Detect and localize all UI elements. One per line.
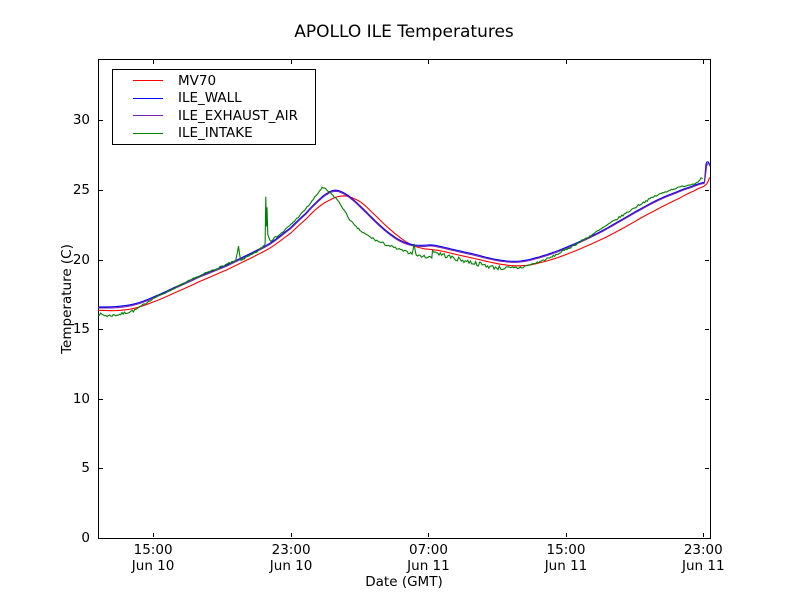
x-tick-time: 23:00 [271,542,311,558]
series-line-ile_intake [97,177,704,318]
legend-label: ILE_INTAKE [178,125,253,142]
x-tick-date: Jun 10 [269,558,313,574]
legend-item-ile_intake: ILE_INTAKE [113,125,315,141]
axes-frame [98,59,711,539]
x-tick-date: Jun 11 [407,558,450,574]
legend-swatch-ile_exhaust_air [133,115,163,117]
y-tick-label-5: 5 [81,460,90,477]
x-tick-date: Jun 11 [681,558,725,574]
legend-label: ILE_WALL [178,90,242,107]
y-tick-label-0: 0 [81,530,90,546]
y-tick-label-30: 30 [72,112,90,129]
legend-swatch-ile_intake [133,132,163,134]
series-line-ile_wall [98,161,711,308]
x-tick-label-1: 23:00 Jun 10 [251,542,331,574]
y-tick-label-10: 10 [72,390,90,407]
x-tick-time: 15:00 [546,542,586,558]
legend-item-ile_wall: ILE_WALL [113,90,315,106]
x-tick-label-0: 15:00 Jun 10 [113,542,193,574]
x-tick-label-2: 07:00 Jun 11 [388,542,468,574]
legend-label: ILE_EXHAUST_AIR [178,107,298,124]
x-tick-time: 07:00 [409,542,448,558]
x-tick-date: Jun 11 [544,558,588,574]
y-axis-label: Temperature (C) [59,244,75,354]
legend: MV70 ILE_WALL ILE_EXHAUST_AIR ILE_INTAKE [112,69,316,145]
x-tick-label-4: 23:00 Jun 11 [663,542,743,574]
y-tick-label-15: 15 [72,321,90,338]
x-tick-date: Jun 10 [131,558,175,574]
series-line-mv70 [97,177,711,312]
x-axis-label: Date (GMT) [365,574,443,590]
legend-item-mv70: MV70 [113,73,315,89]
x-tick-time: 15:00 [133,542,173,558]
x-tick-time: 23:00 [683,542,723,558]
legend-swatch-mv70 [133,80,163,82]
y-tick-label-20: 20 [72,251,90,268]
chart-title: APOLLO ILE Temperatures [294,22,514,42]
y-tick-label-25: 25 [72,181,90,198]
legend-item-ile_exhaust_air: ILE_EXHAUST_AIR [113,108,315,124]
legend-swatch-ile_wall [133,97,163,99]
x-tick-label-3: 15:00 Jun 11 [526,542,606,574]
legend-label: MV70 [178,72,217,89]
